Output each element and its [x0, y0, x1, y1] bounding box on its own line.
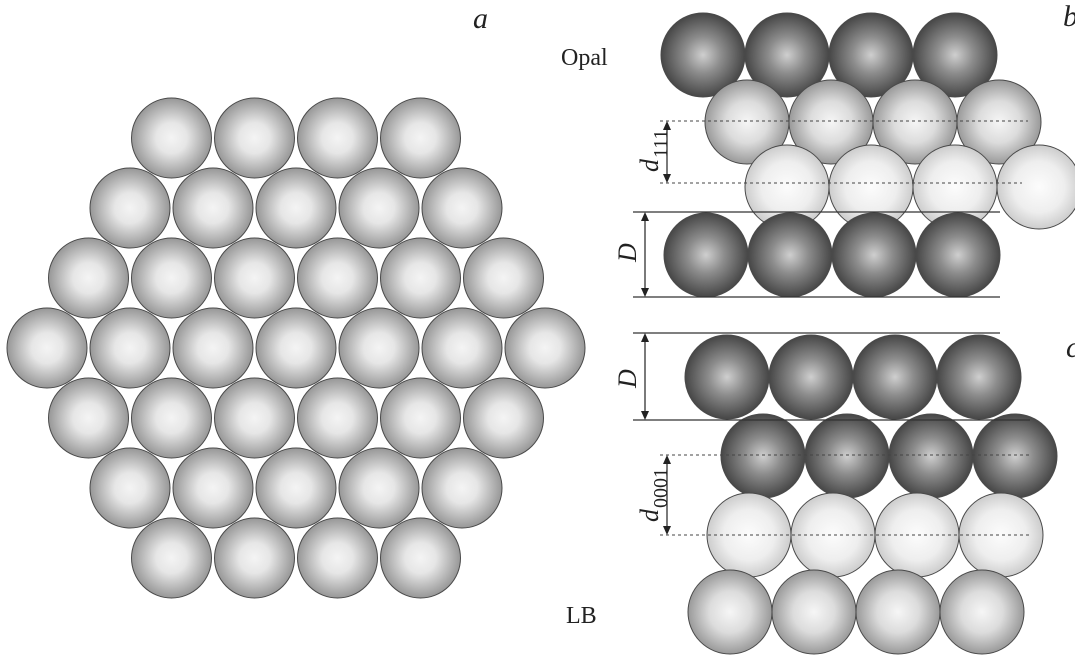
d-arrowhead-down	[641, 288, 649, 297]
sphere	[255, 167, 337, 249]
d-arrowhead-down-c	[641, 411, 649, 420]
sphere	[48, 237, 129, 319]
sphere	[297, 97, 378, 179]
sphere	[214, 97, 295, 179]
sphere	[747, 212, 833, 298]
sphere	[663, 212, 749, 298]
sphere	[915, 212, 1001, 298]
sphere	[831, 212, 917, 298]
sphere	[720, 413, 806, 499]
sphere	[214, 237, 295, 319]
sphere	[172, 307, 254, 389]
d0001-label-sub: 0001	[650, 468, 672, 508]
sphere	[687, 569, 773, 655]
sphere	[6, 307, 88, 389]
d-label-top: D	[613, 243, 642, 263]
sphere	[297, 377, 378, 459]
sphere	[996, 144, 1075, 230]
sphere	[131, 377, 212, 459]
lb-layer-stack	[684, 334, 1058, 655]
d0001-arrowhead-up	[663, 455, 671, 464]
d-arrowhead-up-c	[641, 333, 649, 342]
sphere	[852, 334, 938, 420]
sphere	[804, 413, 890, 499]
sphere	[255, 307, 337, 389]
d0001-label: d 0001	[635, 468, 672, 522]
sphere	[463, 237, 544, 319]
sphere	[380, 97, 461, 179]
d111-label: d 111	[635, 129, 672, 172]
sphere	[684, 334, 770, 420]
sphere	[939, 569, 1025, 655]
sphere	[958, 492, 1044, 578]
sphere	[936, 334, 1022, 420]
opal-label: Opal	[561, 45, 608, 71]
sphere	[131, 517, 212, 599]
sphere	[874, 492, 960, 578]
sphere	[855, 569, 941, 655]
sphere	[338, 447, 420, 529]
d111-label-main: d	[635, 158, 664, 172]
d0001-label-main: d	[635, 508, 664, 522]
d111-label-sub: 111	[650, 129, 672, 158]
sphere	[214, 517, 295, 599]
sphere	[972, 413, 1058, 499]
sphere	[131, 97, 212, 179]
lb-label: LB	[566, 603, 597, 629]
sphere	[89, 447, 171, 529]
sphere	[255, 447, 337, 529]
sphere	[463, 377, 544, 459]
sphere	[706, 492, 792, 578]
d111-arrowhead-down	[663, 174, 671, 183]
opal-layer-stack	[660, 12, 1075, 298]
d111-arrowhead-up	[663, 121, 671, 130]
sphere	[380, 517, 461, 599]
sphere	[912, 12, 998, 98]
sphere	[421, 307, 503, 389]
sphere	[504, 307, 586, 389]
d-arrowhead-up	[641, 212, 649, 221]
sphere	[297, 237, 378, 319]
d0001-arrowhead-down	[663, 526, 671, 535]
sphere	[380, 237, 461, 319]
sphere	[48, 377, 129, 459]
dimension-markers	[633, 120, 1032, 536]
sphere	[338, 167, 420, 249]
sphere	[421, 447, 503, 529]
sphere	[380, 377, 461, 459]
panel-b-label: b	[1063, 0, 1075, 33]
sphere	[790, 492, 876, 578]
sphere	[131, 237, 212, 319]
sphere	[172, 167, 254, 249]
sphere	[888, 413, 974, 499]
sphere	[89, 307, 171, 389]
sphere	[771, 569, 857, 655]
sphere	[89, 167, 171, 249]
sphere	[768, 334, 854, 420]
sphere	[421, 167, 503, 249]
sphere	[172, 447, 254, 529]
sphere	[338, 307, 420, 389]
panel-c-label: c	[1066, 331, 1075, 364]
d-label-bottom: D	[613, 369, 642, 389]
sphere	[214, 377, 295, 459]
sphere	[297, 517, 378, 599]
hexagonal-sphere-packing	[6, 97, 586, 599]
sphere	[956, 79, 1042, 165]
panel-a-label: a	[473, 2, 488, 35]
